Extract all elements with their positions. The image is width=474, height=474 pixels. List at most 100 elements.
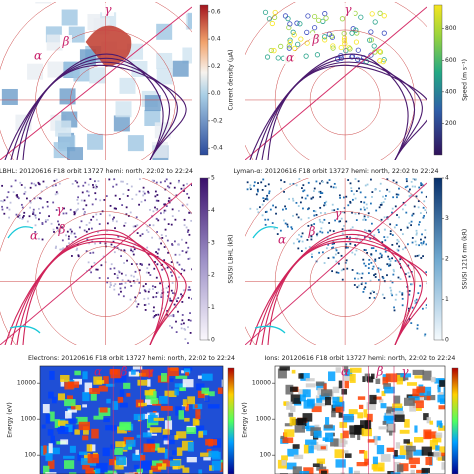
emission-pixel [114,194,117,197]
emission-pixel [124,282,127,284]
emission-pixel [173,186,176,189]
emission-pixel [354,212,357,215]
emission-pixel [37,181,40,184]
orbit-track [245,182,427,345]
emission-pixel [331,247,333,249]
emission-pixel [391,243,394,246]
emission-pixel [381,241,384,244]
spectrogram-cell [105,425,117,431]
spectrogram-cell [84,453,91,462]
emission-pixel [262,178,265,181]
flow-vector [368,37,375,43]
emission-pixel [136,278,139,281]
spectrogram-cell [378,398,384,403]
spectrogram-cell [150,465,162,472]
emission-pixel [178,276,180,279]
emission-pixel [416,324,419,327]
flow-vector [275,55,281,61]
emission-pixel [1,208,4,211]
emission-pixel [29,206,32,209]
emission-pixel [422,242,425,245]
spectrogram-cell [68,418,78,424]
emission-pixel [284,222,287,225]
emission-pixel [354,277,356,280]
emission-pixel [132,280,135,282]
spectrogram-cell [83,426,89,435]
colorbar-tick-label: 0.2 [211,63,221,70]
emission-pixel [152,224,155,227]
emission-pixel [411,237,414,239]
emission-pixel [139,292,141,294]
emission-pixel [261,214,264,217]
emission-pixel [327,243,330,246]
marker-bg [60,35,72,48]
emission-pixel [3,199,6,202]
flow-vector [292,45,298,51]
emission-pixel [154,286,157,288]
spectrogram-cell [99,407,108,413]
emission-pixel [143,289,146,292]
emission-pixel [424,209,427,211]
emission-pixel [302,207,304,210]
emission-pixel [391,294,394,297]
spectrogram-cell [113,472,118,474]
spectrogram-cell [363,409,368,418]
spectrogram-cell [185,372,190,376]
emission-pixel [65,234,67,237]
emission-pixel [156,194,159,196]
spectrogram-cell [109,459,117,466]
emission-pixel [373,274,375,277]
emission-pixel [363,206,365,209]
emission-pixel [54,184,57,187]
spectrogram-cell [382,377,389,385]
panel [275,366,445,474]
emission-pixel [99,242,102,244]
emission-pixel [90,227,93,230]
emission-pixel [163,246,166,248]
emission-pixel [262,200,265,202]
emission-pixel [24,186,26,189]
emission-pixel [412,178,415,180]
emission-pixel [423,200,426,203]
spectrogram-cell [82,404,88,408]
emission-pixel [109,286,111,288]
emission-pixel [41,238,44,241]
emission-pixel [163,203,166,206]
spectrogram-cell [182,467,190,473]
spectrogram-cell [316,382,327,391]
current-cell [176,184,192,200]
emission-pixel [83,213,86,216]
emission-pixel [341,228,344,231]
flow-vector [282,13,289,19]
flow-vector [349,30,355,36]
emission-pixel [389,223,392,226]
emission-pixel [389,264,392,267]
spectrogram-cell [308,445,314,454]
emission-pixel [249,207,252,210]
spectrogram-cell [277,368,287,379]
emission-pixel [115,207,117,210]
emission-pixel [369,237,372,240]
emission-pixel [295,213,298,216]
spectrogram-cell [89,462,97,466]
emission-pixel [125,213,128,216]
emission-pixel [74,180,77,182]
emission-pixel [344,246,347,249]
emission-pixel [75,209,78,212]
emission-pixel [377,267,380,270]
spectrogram-cell [186,427,197,434]
emission-pixel [370,222,373,225]
current-cell [27,63,44,80]
emission-pixel [380,202,383,204]
spectrogram-cell [393,395,401,405]
emission-pixel [83,229,86,232]
spectrogram-cell [384,412,396,421]
emission-pixel [373,234,376,237]
spectrogram-cell [336,396,343,403]
emission-pixel [124,286,127,289]
emission-pixel [1,205,3,208]
emission-pixel [26,197,28,200]
emission-pixel [73,232,76,235]
spectrogram-cell [413,449,424,456]
emission-pixel [288,198,291,200]
